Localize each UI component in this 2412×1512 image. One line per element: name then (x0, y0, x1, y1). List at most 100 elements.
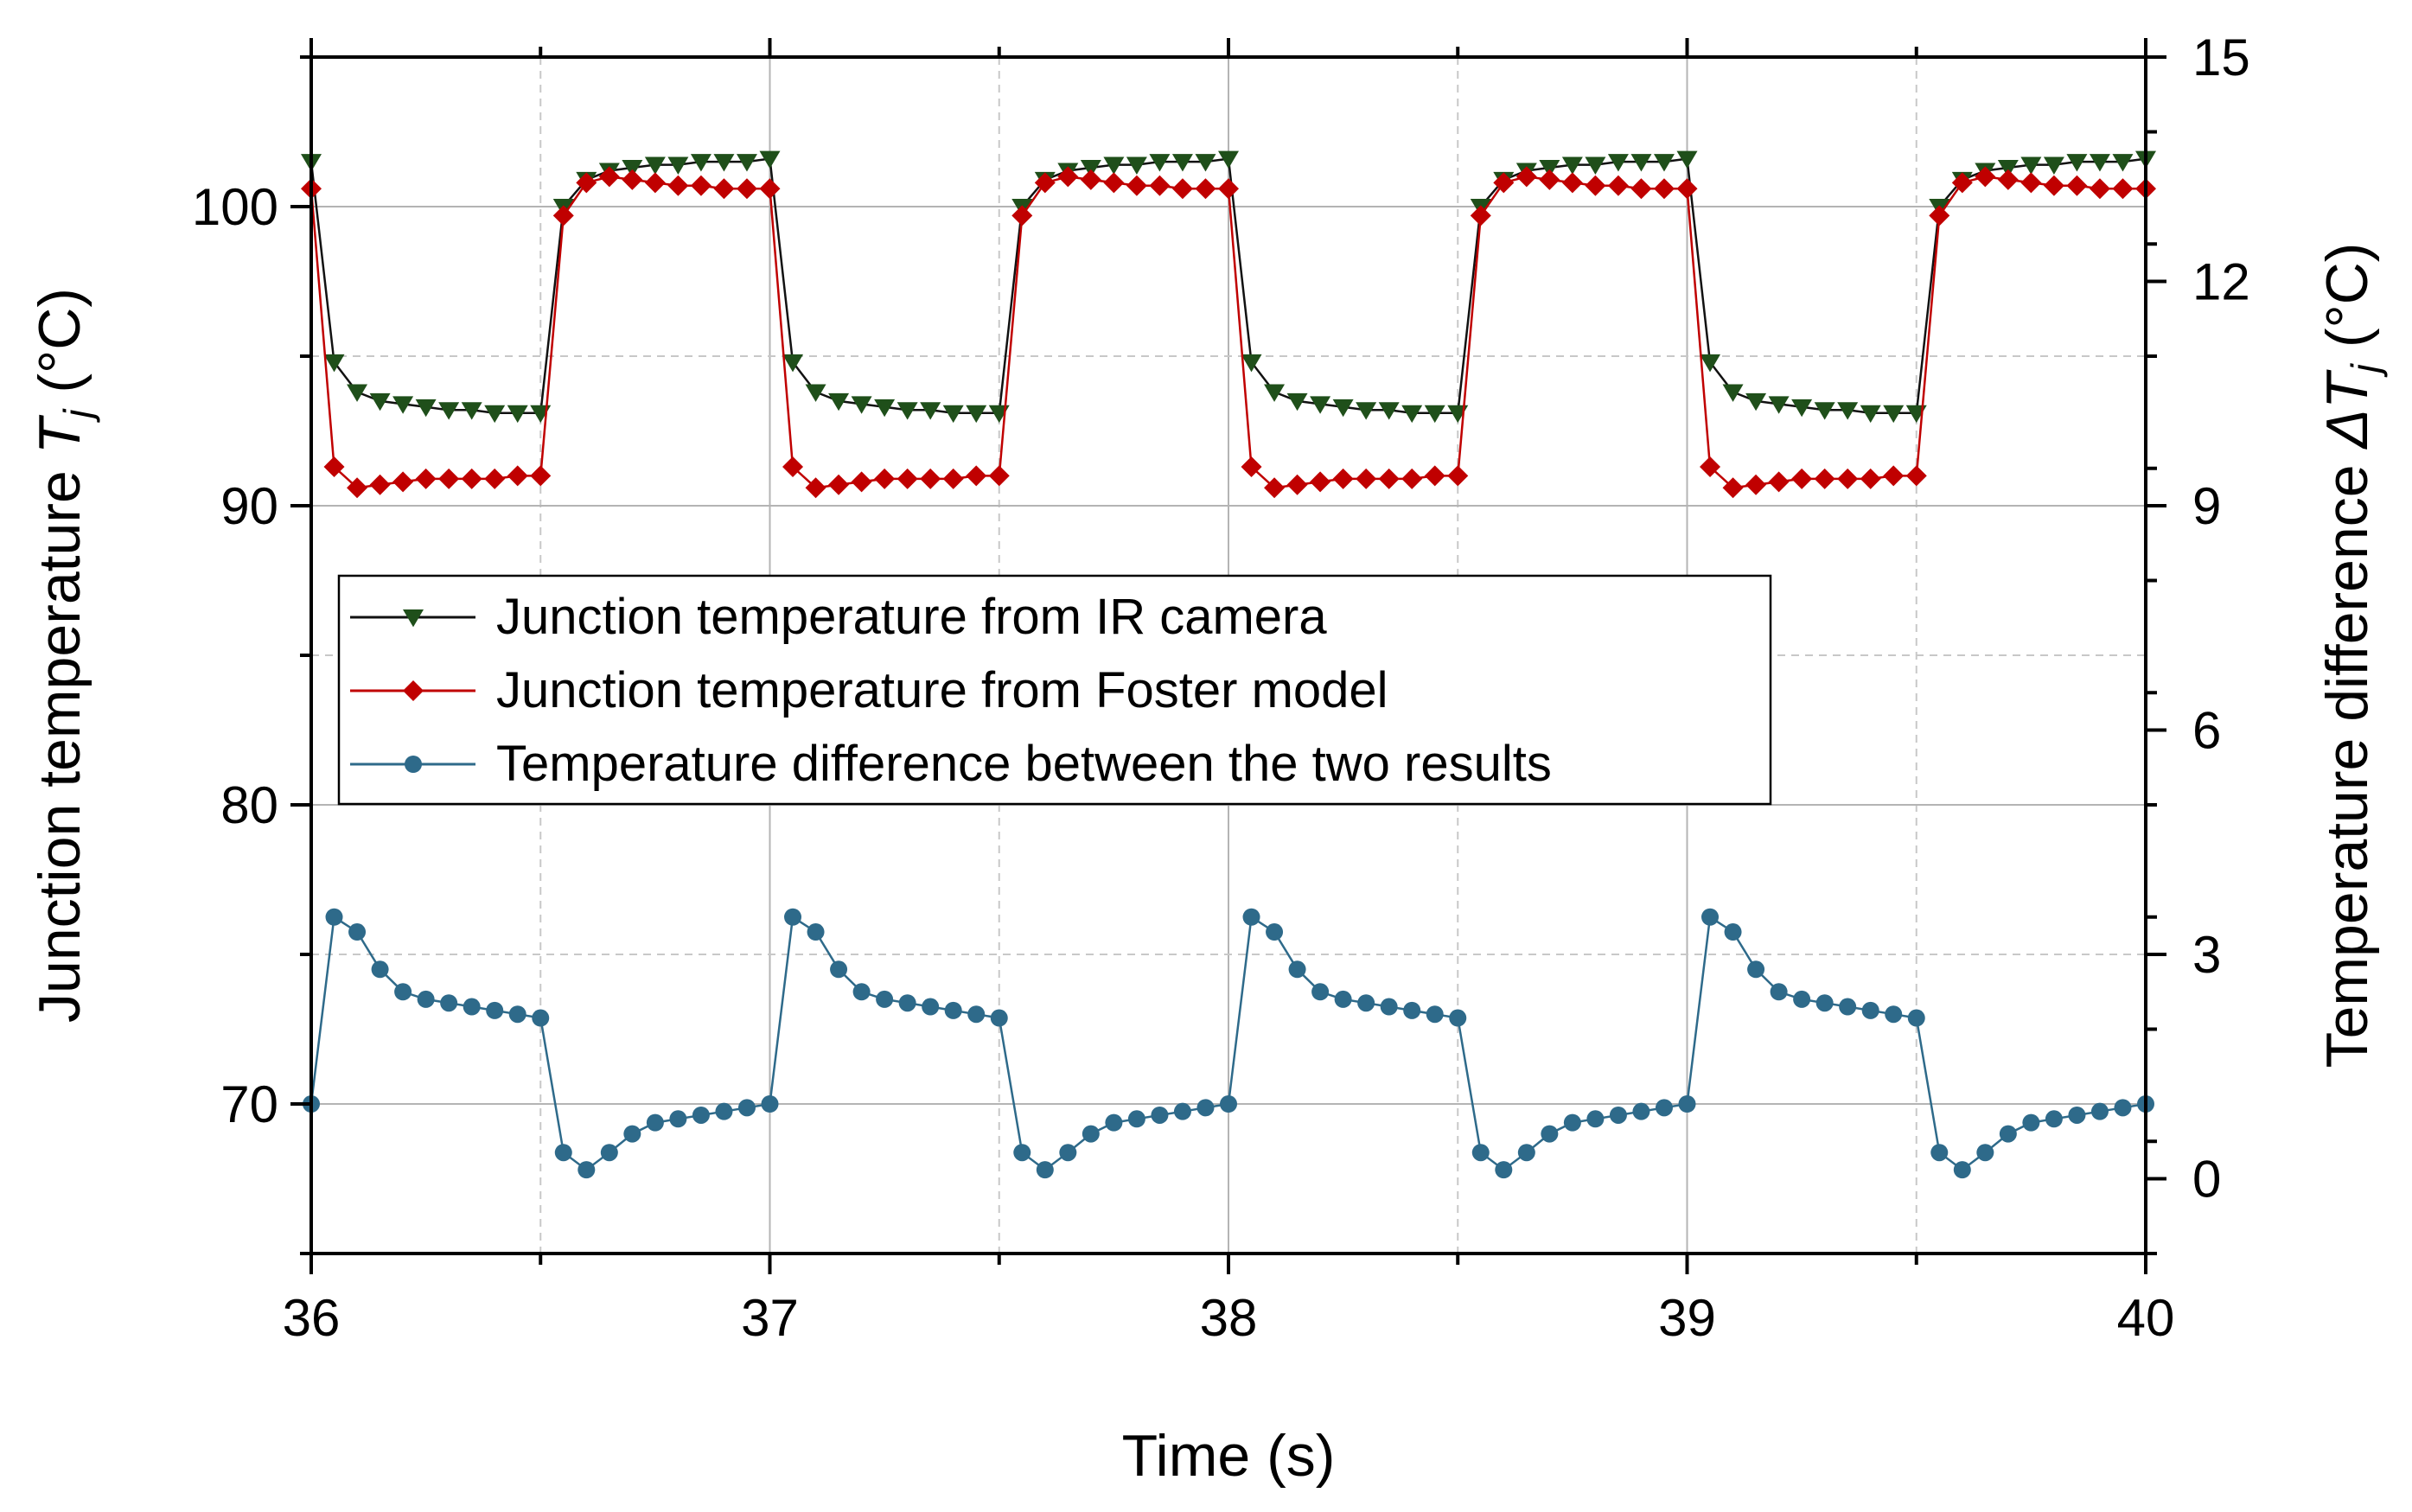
data-point-ir-camera (1722, 384, 1744, 402)
data-point-temperature-difference (944, 1001, 962, 1019)
data-point-ir-camera (1378, 402, 1400, 420)
data-point-temperature-difference (371, 960, 389, 979)
data-point-ir-camera (1561, 156, 1583, 175)
data-point-ir-camera (828, 392, 850, 411)
data-point-temperature-difference (1609, 1106, 1627, 1124)
legend-label-foster-model: Junction temperature from Foster model (496, 662, 1388, 718)
data-point-ir-camera (1264, 384, 1286, 402)
data-point-ir-camera (897, 402, 918, 420)
data-point-foster-model (874, 468, 896, 489)
data-point-temperature-difference (508, 1005, 526, 1024)
x-tick-label: 36 (283, 1289, 341, 1347)
legend-box (337, 574, 1772, 806)
data-point-temperature-difference (394, 983, 412, 1001)
data-point-ir-camera (1424, 405, 1445, 424)
data-point-foster-model (667, 175, 689, 196)
data-point-foster-model (2066, 175, 2088, 196)
data-point-temperature-difference (1127, 1110, 1145, 1128)
data-point-temperature-difference (898, 994, 916, 1012)
data-point-temperature-difference (1747, 960, 1765, 979)
data-point-ir-camera (782, 354, 804, 373)
data-point-foster-model (1034, 172, 1056, 194)
data-point-temperature-difference (1036, 1161, 1054, 1179)
data-point-temperature-difference (1311, 983, 1330, 1001)
data-point-foster-model (1814, 468, 1835, 489)
data-point-temperature-difference (463, 998, 481, 1016)
y-right-tick-label: 12 (2192, 253, 2250, 311)
data-point-temperature-difference (532, 1009, 550, 1027)
data-point-foster-model (530, 465, 552, 487)
data-point-foster-model (1149, 175, 1171, 196)
data-point-ir-camera (392, 396, 414, 414)
data-point-ir-camera (851, 396, 872, 414)
y-left-axis-title: Junction temperature Tj (°C) (27, 288, 100, 1023)
data-point-foster-model (1676, 178, 1698, 200)
data-point-temperature-difference (1953, 1161, 1971, 1179)
data-point-foster-model (1951, 172, 1973, 194)
data-point-foster-model (1768, 471, 1790, 493)
y-right-tick-label: 15 (2192, 29, 2250, 86)
data-point-temperature-difference (669, 1110, 687, 1128)
data-point-temperature-difference (1885, 1005, 1903, 1024)
data-point-foster-model (1447, 465, 1469, 487)
data-point-foster-model (1539, 169, 1560, 190)
data-point-temperature-difference (1517, 1144, 1535, 1162)
y-right-tick-label: 3 (2192, 926, 2221, 984)
x-tick-label: 39 (1658, 1289, 1716, 1347)
data-point-foster-model (1126, 175, 1147, 196)
legend-label-ir-camera: Junction temperature from IR camera (496, 589, 1327, 645)
y-left-tick-label: 100 (192, 178, 278, 236)
data-point-foster-model (1171, 178, 1193, 200)
data-point-temperature-difference (600, 1144, 618, 1162)
data-point-foster-model (415, 468, 437, 489)
data-point-temperature-difference (830, 960, 848, 979)
data-point-ir-camera (1332, 399, 1354, 418)
legend-marker-ir-camera (403, 609, 424, 628)
data-point-ir-camera (1837, 402, 1859, 420)
data-point-ir-camera (874, 399, 896, 418)
data-point-temperature-difference (1586, 1110, 1605, 1128)
data-point-temperature-difference (2068, 1106, 2086, 1124)
data-point-foster-model (1700, 456, 1721, 478)
data-point-temperature-difference (1173, 1102, 1191, 1120)
data-point-foster-model (1837, 468, 1859, 489)
data-point-temperature-difference (1861, 1001, 1879, 1019)
data-point-ir-camera (1310, 396, 1331, 414)
data-point-temperature-difference (325, 908, 343, 926)
data-point-ir-camera (622, 160, 643, 178)
data-point-temperature-difference (715, 1102, 733, 1120)
data-point-ir-camera (2089, 154, 2110, 172)
data-point-temperature-difference (1815, 994, 1834, 1012)
data-point-foster-model (461, 468, 482, 489)
data-point-temperature-difference (1059, 1144, 1077, 1162)
data-point-foster-model (1561, 172, 1583, 194)
data-point-foster-model (759, 178, 781, 200)
y-left-tick-label: 90 (220, 477, 278, 535)
data-point-temperature-difference (417, 990, 435, 1008)
data-point-temperature-difference (1357, 994, 1375, 1012)
data-point-ir-camera (1195, 154, 1216, 172)
data-point-foster-model (1080, 169, 1101, 190)
data-point-temperature-difference (692, 1106, 710, 1124)
data-point-temperature-difference (1632, 1102, 1650, 1120)
data-point-foster-model (2089, 178, 2110, 200)
data-point-foster-model (966, 465, 987, 487)
data-point-ir-camera (1791, 399, 1813, 418)
data-point-temperature-difference (852, 983, 871, 1001)
y-right-tick-label: 6 (2192, 702, 2221, 760)
data-point-foster-model (484, 468, 506, 489)
series-foster-model (301, 166, 2156, 499)
data-point-temperature-difference (1678, 1095, 1696, 1113)
data-point-temperature-difference (1541, 1125, 1559, 1143)
data-point-temperature-difference (1242, 908, 1260, 926)
data-point-foster-model (1195, 178, 1216, 200)
data-point-temperature-difference (967, 1005, 986, 1024)
data-point-temperature-difference (486, 1001, 504, 1019)
x-tick-label: 40 (2117, 1289, 2175, 1347)
data-point-foster-model (897, 468, 918, 489)
data-point-temperature-difference (440, 994, 458, 1012)
data-point-ir-camera (1700, 354, 1721, 373)
data-point-ir-camera (1653, 154, 1675, 172)
data-point-foster-model (851, 471, 872, 493)
